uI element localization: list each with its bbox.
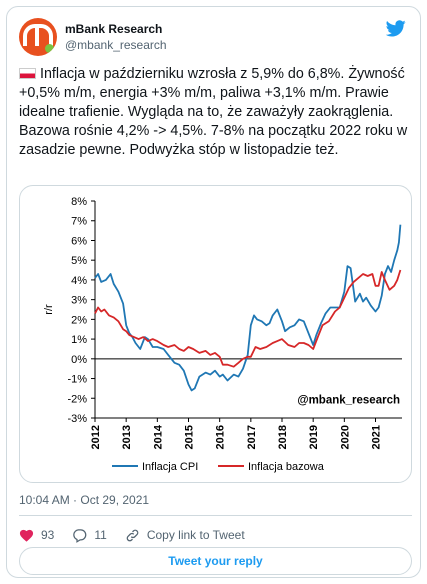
mbank-logo-dot	[45, 44, 54, 53]
x-tick-label: 2020	[339, 425, 351, 449]
tweet-timestamp[interactable]: 10:04 AM · Oct 29, 2021	[19, 493, 150, 507]
tweet-text: Inflacja w październiku wzrosła z 5,9% d…	[19, 65, 414, 160]
series-line-cpi	[94, 224, 402, 392]
like-button[interactable]: 93	[19, 528, 54, 542]
y-tick-label: 4%	[71, 275, 87, 287]
y-tick-label: 0%	[71, 354, 87, 366]
inflation-chart: 8% 7% 6% 5% 4% 3% 2% 1% 0% -1% -2% -3% r/r 2012 2013 20…	[43, 196, 402, 473]
tweet-body: Inflacja w październiku wzrosła z 5,9% d…	[19, 66, 408, 158]
y-tick-label: -3%	[67, 413, 87, 425]
x-tick-label: 2017	[246, 425, 258, 449]
y-tick-label: 8%	[71, 196, 87, 208]
x-tick-label: 2015	[184, 425, 196, 449]
y-tick-label: 3%	[71, 295, 87, 307]
x-tick-label: 2013	[121, 425, 133, 449]
poland-flag-icon	[19, 68, 36, 79]
legend-label: Inflacja CPI	[142, 461, 198, 473]
copy-link-label: Copy link to Tweet	[146, 528, 245, 542]
y-tick-label: 5%	[71, 255, 87, 267]
x-tick-label: 2014	[152, 424, 164, 449]
link-icon	[126, 529, 139, 541]
copy-link-button[interactable]: Copy link to Tweet	[125, 528, 245, 543]
y-axis-label: r/r	[43, 304, 55, 315]
y-tick-label: -2%	[67, 393, 87, 405]
reply-count: 11	[94, 528, 107, 542]
y-tick-label: -1%	[67, 374, 87, 386]
reply-bubble-icon	[73, 528, 87, 543]
y-tick-label: 7%	[71, 216, 87, 228]
x-tick-label: 2018	[277, 425, 289, 449]
x-tick-label: 2021	[371, 425, 383, 449]
tweet-card[interactable]: mBank Research @mbank_research Inflacja …	[6, 6, 421, 578]
like-count: 93	[41, 528, 55, 542]
mbank-logo-m	[23, 24, 53, 46]
reply-action[interactable]: 11	[72, 528, 107, 543]
legend-label: Inflacja bazowa	[248, 461, 325, 473]
y-tick-label: 6%	[71, 235, 87, 247]
divider	[19, 515, 412, 516]
chart-annotation: @mbank_research	[297, 394, 400, 406]
y-tick-label: 2%	[71, 314, 87, 326]
x-tick-label: 2012	[90, 425, 102, 449]
action-bar: 93 11 Copy link to Tweet	[19, 525, 263, 545]
heart-icon	[19, 529, 34, 542]
author-name[interactable]: mBank Research	[65, 22, 163, 36]
x-tick-label: 2019	[308, 425, 320, 449]
y-tick-label: 1%	[71, 334, 87, 346]
tweet-reply-button[interactable]: Tweet your reply	[19, 547, 412, 575]
chart-image[interactable]: 8% 7% 6% 5% 4% 3% 2% 1% 0% -1% -2% -3% r/r 2012 2013 20…	[19, 185, 412, 483]
series-line-core	[94, 269, 402, 368]
author-handle[interactable]: @mbank_research	[65, 38, 167, 52]
avatar[interactable]	[19, 18, 57, 56]
x-tick-label: 2016	[215, 425, 227, 449]
twitter-bird-icon[interactable]	[386, 20, 406, 37]
